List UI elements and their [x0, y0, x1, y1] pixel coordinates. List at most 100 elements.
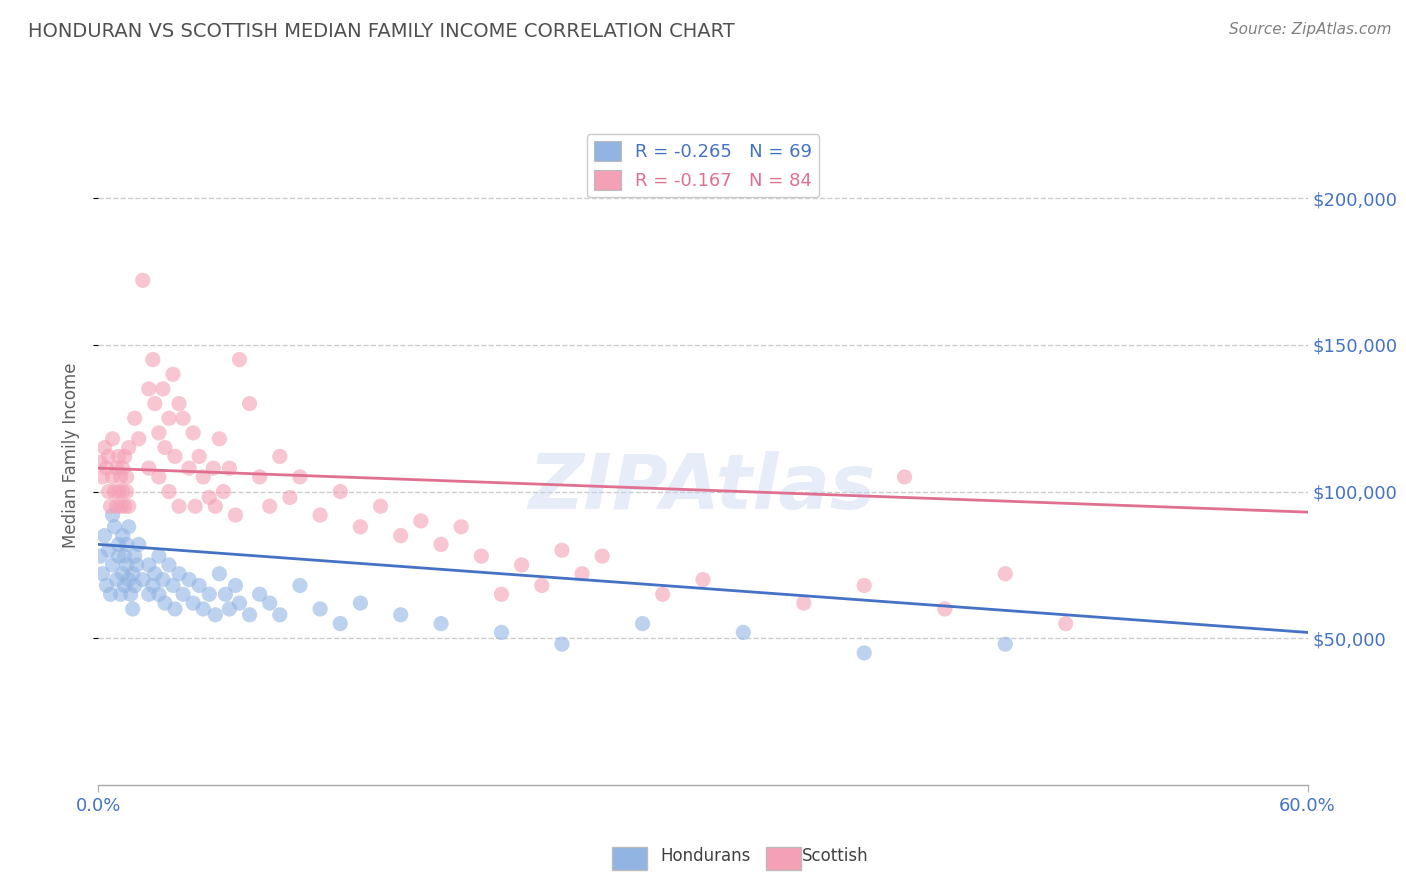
- Point: [152, 573, 174, 587]
- Point: [138, 587, 160, 601]
- Point: [120, 587, 142, 601]
- Point: [389, 528, 412, 542]
- Point: [181, 425, 204, 440]
- Point: [204, 500, 226, 514]
- Point: [118, 500, 141, 514]
- Point: [157, 558, 180, 572]
- Text: ZIPAtlas: ZIPAtlas: [529, 451, 877, 524]
- Point: [591, 549, 613, 563]
- Point: [172, 411, 194, 425]
- Point: [793, 596, 815, 610]
- Point: [111, 566, 134, 581]
- Point: [163, 602, 186, 616]
- Point: [309, 508, 332, 522]
- Point: [430, 616, 453, 631]
- Point: [269, 450, 291, 464]
- Point: [124, 578, 146, 592]
- Point: [409, 514, 432, 528]
- Point: [121, 602, 143, 616]
- Point: [162, 368, 184, 382]
- Point: [107, 450, 129, 464]
- Point: [994, 637, 1017, 651]
- Point: [148, 470, 170, 484]
- Point: [152, 382, 174, 396]
- Point: [370, 500, 392, 514]
- Point: [91, 470, 114, 484]
- Point: [510, 558, 533, 572]
- Point: [148, 587, 170, 601]
- Point: [153, 441, 176, 455]
- Point: [530, 578, 553, 592]
- Point: [259, 596, 281, 610]
- Point: [179, 461, 201, 475]
- Point: [249, 470, 271, 484]
- Point: [853, 578, 876, 592]
- Point: [551, 543, 574, 558]
- Point: [224, 578, 246, 592]
- Text: HONDURAN VS SCOTTISH MEDIAN FAMILY INCOME CORRELATION CHART: HONDURAN VS SCOTTISH MEDIAN FAMILY INCOM…: [28, 22, 735, 41]
- Point: [128, 432, 150, 446]
- Point: [288, 470, 311, 484]
- Point: [96, 578, 118, 592]
- Point: [143, 566, 166, 581]
- Point: [157, 411, 180, 425]
- Point: [184, 500, 207, 514]
- Point: [181, 596, 204, 610]
- Point: [214, 587, 236, 601]
- Point: [148, 549, 170, 563]
- Point: [329, 616, 352, 631]
- Point: [132, 273, 155, 287]
- Point: [188, 450, 211, 464]
- Point: [96, 461, 118, 475]
- Point: [111, 461, 134, 475]
- Point: [101, 558, 124, 572]
- Point: [93, 528, 115, 542]
- Point: [218, 461, 240, 475]
- Point: [249, 587, 271, 601]
- Point: [114, 549, 136, 563]
- Point: [97, 450, 120, 464]
- Point: [193, 602, 215, 616]
- Point: [111, 484, 134, 499]
- Point: [105, 500, 128, 514]
- Point: [142, 352, 165, 367]
- Point: [994, 566, 1017, 581]
- Point: [115, 470, 138, 484]
- Point: [157, 484, 180, 499]
- Point: [651, 587, 673, 601]
- Point: [114, 578, 136, 592]
- Point: [118, 520, 141, 534]
- Point: [103, 484, 125, 499]
- Point: [470, 549, 492, 563]
- Point: [162, 578, 184, 592]
- Point: [179, 573, 201, 587]
- Point: [103, 520, 125, 534]
- Point: [167, 396, 190, 410]
- Point: [167, 566, 190, 581]
- Point: [1054, 616, 1077, 631]
- Point: [105, 461, 128, 475]
- Text: Hondurans: Hondurans: [661, 847, 751, 865]
- Point: [202, 461, 225, 475]
- Point: [107, 537, 129, 551]
- Point: [853, 646, 876, 660]
- Point: [551, 637, 574, 651]
- Point: [208, 566, 231, 581]
- Point: [143, 396, 166, 410]
- Point: [491, 587, 513, 601]
- Point: [110, 500, 132, 514]
- Point: [138, 382, 160, 396]
- Point: [389, 607, 412, 622]
- Point: [188, 578, 211, 592]
- Point: [100, 500, 122, 514]
- Point: [239, 607, 262, 622]
- Point: [115, 537, 138, 551]
- Point: [153, 596, 176, 610]
- Point: [934, 602, 956, 616]
- Text: Source: ZipAtlas.com: Source: ZipAtlas.com: [1229, 22, 1392, 37]
- Point: [491, 625, 513, 640]
- Point: [118, 441, 141, 455]
- Point: [115, 558, 138, 572]
- Point: [198, 491, 221, 505]
- Point: [329, 484, 352, 499]
